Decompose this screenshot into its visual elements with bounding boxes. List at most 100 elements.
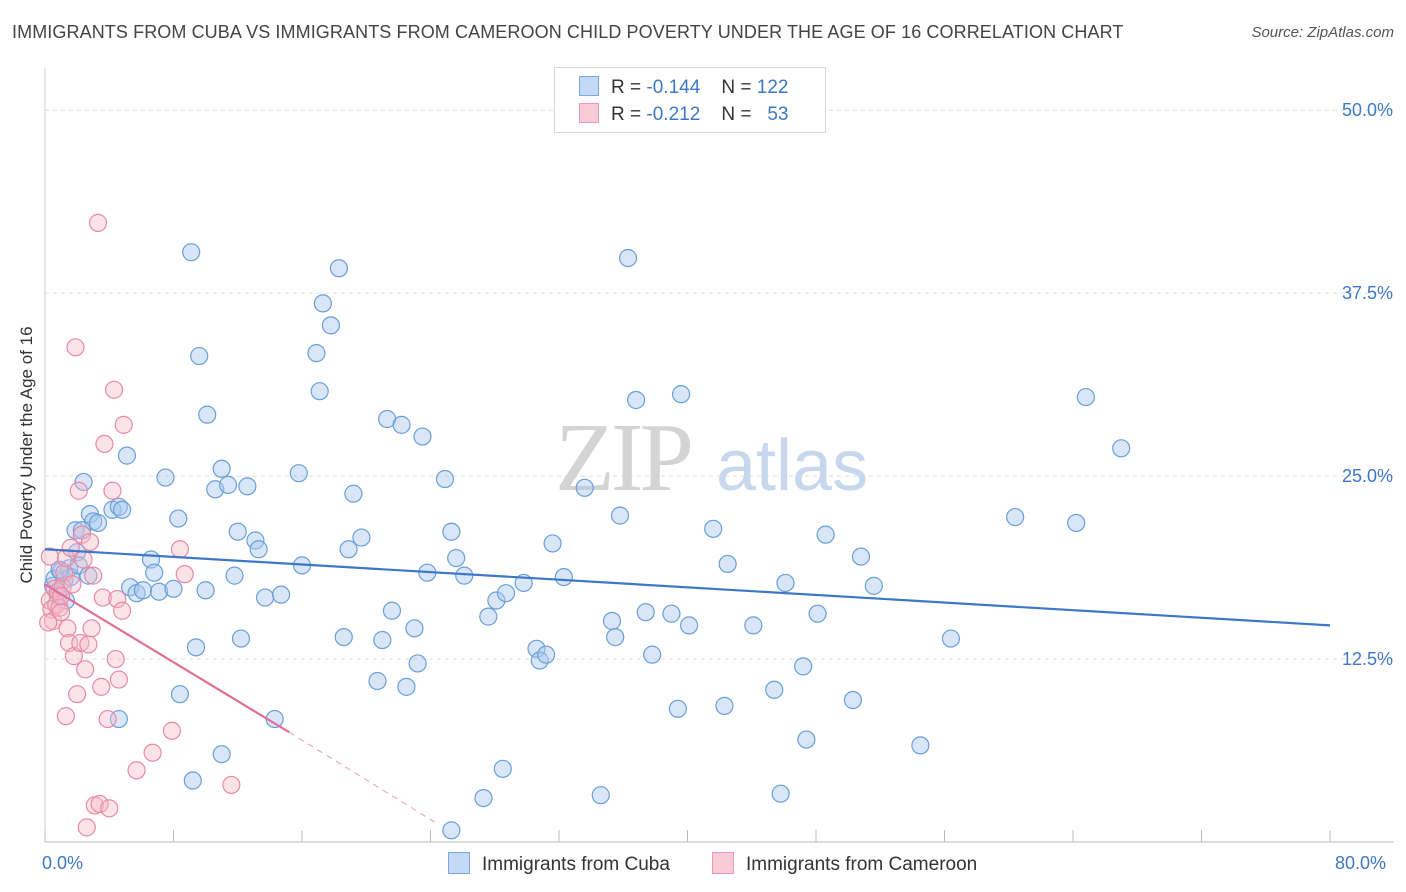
point-cuba [408, 654, 427, 673]
point-cameroon [40, 547, 59, 566]
bottom-legend-cameroon: Immigrants from Cameroon [712, 852, 977, 876]
legend-r-cameroon: -0.212 [646, 104, 701, 125]
point-cuba [643, 645, 662, 664]
point-cameroon [84, 566, 103, 585]
point-cuba [183, 771, 202, 790]
point-cameroon [170, 540, 190, 559]
point-cuba [744, 616, 763, 635]
point-cuba [392, 415, 411, 434]
point-cuba [602, 611, 622, 631]
point-cuba [212, 745, 231, 764]
point-cameroon [114, 415, 133, 434]
point-cuba [816, 525, 835, 544]
point-cuba [196, 581, 215, 600]
point-cameroon [103, 481, 122, 500]
point-cuba [334, 627, 353, 647]
legend-n-label: N = [721, 104, 752, 125]
bottom-legend-label-cameroon: Immigrants from Cameroon [746, 854, 978, 875]
point-cuba [352, 528, 371, 547]
point-cameroon [112, 601, 132, 620]
trend-line-cuba [44, 548, 1331, 627]
points-cameroon [39, 213, 241, 837]
point-cuba [479, 607, 498, 626]
axes [44, 68, 1394, 843]
point-cuba [537, 645, 556, 664]
point-cameroon [51, 603, 71, 622]
point-cuba [255, 588, 275, 607]
legend-r-label: R = [611, 104, 642, 125]
point-cuba [413, 427, 432, 446]
point-cuba [776, 573, 795, 593]
point-cameroon [98, 709, 117, 729]
point-cuba [169, 509, 188, 528]
watermark: ZIP atlas [555, 404, 868, 512]
point-cuba [941, 629, 961, 648]
point-cameroon [127, 761, 146, 780]
point-cuba [133, 581, 153, 600]
y-tick-label: 25.0% [1342, 466, 1393, 486]
point-cuba [797, 730, 816, 749]
watermark-atlas: atlas [716, 426, 868, 506]
point-cuba [225, 566, 244, 585]
bottom-legend-swatch-cuba [448, 852, 470, 874]
point-cuba [397, 677, 416, 696]
point-cameroon [106, 649, 125, 669]
point-cuba [718, 554, 737, 574]
point-cuba [164, 579, 183, 598]
point-cuba [231, 629, 251, 648]
point-cuba [487, 591, 506, 610]
point-cuba [190, 346, 209, 366]
y-tick-labels: 12.5% 25.0% 37.5% 50.0% [1342, 100, 1393, 669]
point-cameroon [66, 338, 85, 357]
point-cuba [843, 690, 863, 710]
point-cuba [771, 784, 790, 803]
point-cuba [474, 788, 493, 808]
point-cuba [606, 627, 625, 647]
legend-n-label: N = [721, 77, 752, 98]
trend-line-cameroon [44, 583, 290, 734]
point-cameroon [69, 481, 88, 500]
legend-row-cameroon: R = -0.212 N = 53 [579, 103, 788, 126]
point-cuba [145, 563, 164, 582]
y-tick-label: 12.5% [1342, 649, 1393, 669]
point-cameroon [222, 775, 241, 795]
point-cuba [626, 390, 646, 410]
point-cuba [680, 616, 699, 635]
point-cuba [715, 696, 734, 715]
point-cameroon [80, 532, 100, 552]
bottom-legend-cuba: Immigrants from Cuba [448, 852, 670, 876]
point-cameroon [58, 619, 77, 638]
point-cuba [382, 601, 402, 620]
point-cuba [851, 547, 871, 566]
point-cuba [442, 522, 461, 541]
points-cuba [43, 243, 1131, 840]
point-cuba [373, 630, 392, 650]
point-cuba [1112, 439, 1131, 458]
legend-n-cuba: 122 [756, 77, 789, 98]
point-cuba [339, 540, 358, 559]
point-cuba [447, 548, 466, 568]
watermark-zip: ZIP [555, 404, 690, 512]
legend-row-cuba: R = -0.144 N = 122 [579, 76, 788, 99]
point-cuba [662, 604, 681, 623]
point-cuba [808, 604, 827, 623]
point-cameroon [100, 799, 119, 818]
point-cameroon [108, 589, 127, 609]
point-cuba [1076, 387, 1095, 407]
point-cameroon [104, 380, 124, 399]
source-credit: Source: ZipAtlas.com [1251, 24, 1394, 41]
point-cuba [864, 576, 883, 595]
point-cuba [307, 344, 326, 363]
point-cuba [591, 786, 610, 805]
point-cuba [671, 385, 691, 404]
point-cameroon [90, 794, 109, 814]
grid-lines [45, 109, 1394, 660]
point-cuba [238, 477, 257, 496]
point-cuba [313, 294, 332, 313]
point-cameroon [92, 677, 111, 696]
point-cuba [198, 405, 217, 424]
bottom-legend-label-cuba: Immigrants from Cuba [482, 854, 670, 875]
point-cuba [321, 316, 341, 335]
point-cameroon [82, 619, 101, 638]
